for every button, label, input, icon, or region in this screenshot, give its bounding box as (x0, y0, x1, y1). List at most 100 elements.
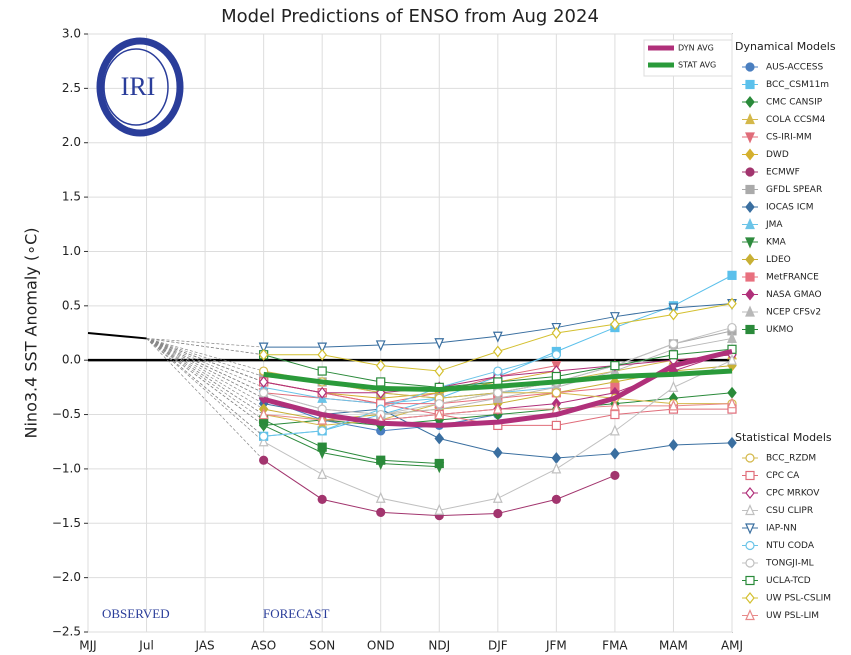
marker (258, 435, 269, 447)
legend-label: KMA (766, 238, 787, 248)
legend-label: IOCAS ICM (766, 203, 813, 213)
x-tick-label: JFM (545, 639, 567, 653)
marker (745, 453, 755, 463)
x-tick-label: JAS (195, 639, 215, 653)
y-tick-label: −1.0 (52, 461, 81, 475)
legend-label: LDEO (766, 255, 791, 265)
marker (745, 79, 755, 90)
x-tick-label: AMJ (721, 639, 743, 653)
marker (317, 413, 328, 425)
legend-label: UW PSL-LIM (766, 611, 819, 621)
legend-label: CSU CLIPR (766, 506, 813, 516)
marker (317, 494, 327, 504)
marker (745, 113, 755, 125)
marker (492, 331, 503, 343)
marker (745, 148, 755, 161)
connector (146, 338, 264, 426)
connector (146, 338, 264, 421)
marker (745, 201, 755, 213)
marker (376, 455, 386, 465)
marker (492, 491, 503, 503)
y-tick-label: 2.5 (62, 81, 81, 95)
legend-label: CMC CANSIP (766, 98, 823, 108)
marker (259, 431, 269, 441)
y-tick-label: 2.0 (62, 135, 81, 149)
legend-label: STAT AVG (678, 61, 716, 70)
marker (745, 237, 755, 249)
marker (745, 523, 755, 535)
marker (745, 470, 755, 481)
marker (493, 446, 503, 459)
marker (492, 402, 503, 414)
legend-label: DWD (766, 150, 789, 160)
legend-label: MetFRANCE (766, 273, 819, 283)
marker (668, 350, 679, 360)
marker (434, 458, 444, 469)
logo: IRI (96, 37, 184, 137)
legend-label: CS-IRI-MM (766, 133, 812, 143)
marker (668, 380, 679, 392)
marker (375, 359, 386, 372)
legend-label: IAP-NN (766, 524, 797, 534)
x-tick-label: OND (367, 639, 395, 653)
marker (434, 408, 445, 420)
x-tick-label: DJF (488, 639, 508, 653)
marker (551, 462, 562, 474)
marker (745, 96, 755, 108)
x-tick-label: FMA (602, 639, 628, 653)
annotation: FORECAST (263, 606, 330, 621)
marker (258, 348, 269, 361)
marker (258, 408, 269, 420)
annotation: OBSERVED (102, 606, 170, 621)
average-line (263, 368, 733, 393)
y-tick-label: −2.0 (52, 570, 81, 584)
legend-label: NASA GMAO (766, 290, 822, 300)
marker (745, 609, 755, 621)
forecast-lines (146, 270, 737, 521)
legend-label: COLA CCSM4 (766, 115, 826, 125)
marker (668, 339, 679, 349)
legend-label: AUS-ACCESS (766, 63, 823, 73)
marker (727, 331, 737, 344)
y-tick-label: 3.0 (62, 27, 81, 41)
marker (745, 253, 755, 266)
marker (434, 432, 445, 445)
legend-label: NTU CODA (766, 541, 815, 551)
marker (258, 375, 269, 388)
marker (375, 340, 386, 352)
legend-label: BCC_RZDM (766, 454, 816, 464)
marker (317, 366, 327, 376)
connector (146, 338, 264, 399)
marker (745, 324, 755, 335)
legend-label: ECMWF (766, 168, 800, 178)
connector (146, 338, 264, 442)
marker (317, 348, 327, 361)
marker (745, 540, 755, 551)
marker (745, 62, 755, 72)
connector (146, 338, 264, 383)
marker (745, 575, 755, 586)
marker (434, 365, 445, 378)
legend-label: CPC MRKOV (766, 489, 820, 499)
x-tick-label: MJJ (79, 639, 96, 653)
y-tick-label: 1.0 (62, 244, 81, 258)
marker (668, 439, 679, 451)
connector (146, 338, 264, 394)
connector (146, 338, 264, 377)
y-tick-label: 0.0 (62, 353, 81, 367)
marker (727, 353, 737, 365)
x-tick-label: NDJ (428, 639, 450, 653)
marker (551, 327, 562, 339)
legend-title: Statistical Models (735, 431, 832, 444)
marker (727, 436, 737, 449)
marker (493, 345, 503, 358)
marker (551, 350, 561, 360)
y-axis-label: Nino3.4 SST Anomaly (∘C) (22, 228, 41, 439)
chart-title: Model Predictions of ENSO from Aug 2024 (221, 6, 599, 27)
connector (146, 338, 264, 404)
marker (317, 342, 328, 354)
marker (493, 388, 503, 398)
observed-line (87, 332, 147, 340)
marker (551, 420, 561, 431)
legend-label: DYN AVG (678, 44, 714, 53)
